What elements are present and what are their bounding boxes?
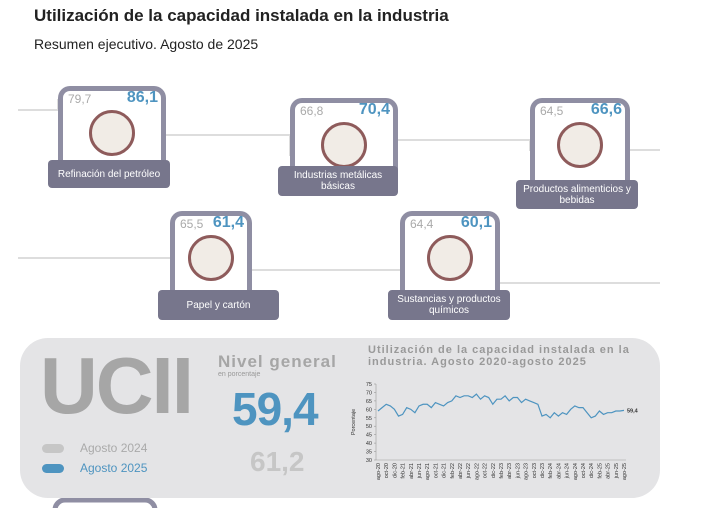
previous-value: 79,7	[68, 92, 92, 106]
y-tick-label: 30	[366, 458, 372, 464]
sector-icon	[89, 110, 135, 156]
legend-label: Agosto 2025	[80, 461, 148, 475]
x-tick-label: dic-20	[392, 463, 398, 478]
y-tick-label: 65	[366, 399, 372, 405]
previous-value: 65,5	[180, 217, 204, 231]
legend-item: Agosto 2024	[42, 441, 147, 455]
x-tick-label: abr-21	[409, 463, 415, 479]
x-tick-label: oct-22	[483, 463, 489, 478]
current-value: 86,1	[126, 89, 158, 106]
subtitle: Resumen ejecutivo. Agosto de 2025	[34, 36, 259, 52]
y-tick-label: 70	[366, 390, 372, 396]
title: Utilización de la capacidad instalada en…	[34, 6, 449, 25]
sector-icon	[321, 122, 367, 168]
previous-value: 61,2	[250, 446, 305, 477]
y-tick-label: 55	[366, 416, 372, 422]
sector-label: Refinación del petróleo	[48, 160, 170, 188]
line-series	[377, 393, 625, 419]
summary-panel	[20, 338, 660, 498]
x-tick-label: ago-24	[573, 463, 579, 480]
x-tick-label: dic-23	[540, 463, 546, 478]
y-tick-label: 45	[366, 433, 372, 439]
current-value: 59,4	[232, 383, 319, 435]
previous-value: 64,5	[540, 104, 564, 118]
x-tick-label: ago-20	[376, 463, 382, 480]
current-value: 66,6	[590, 101, 622, 118]
current-value: 70,4	[358, 101, 390, 118]
y-tick-label: 60	[366, 407, 372, 413]
x-tick-label: oct-23	[532, 463, 538, 478]
sector-label: Productos alimenticios y bebidas	[516, 180, 638, 209]
x-tick-label: ago-23	[524, 463, 530, 480]
y-axis-label: Porcentaje	[351, 409, 357, 435]
x-tick-label: jun-23	[515, 463, 521, 479]
x-tick-label: feb-21	[401, 463, 407, 479]
x-tick-label: jun-21	[417, 463, 423, 479]
x-tick-label: abr-23	[507, 463, 513, 479]
x-tick-label: dic-22	[491, 463, 497, 478]
current-value: 60,1	[460, 214, 492, 231]
sector-icon	[188, 235, 234, 281]
data-label: 59,4	[627, 408, 639, 414]
sector-icon	[427, 235, 473, 281]
sector-icon	[557, 122, 603, 168]
previous-value: 66,8	[300, 104, 324, 118]
x-tick-label: ago-21	[425, 463, 431, 480]
x-tick-label: ago-25	[622, 463, 628, 480]
sector-label: Industrias metálicas básicas	[278, 166, 398, 196]
x-tick-label: feb-22	[450, 463, 456, 479]
sector-label: Papel y cartón	[158, 290, 279, 320]
x-tick-label: oct-20	[384, 463, 390, 478]
legend-swatch	[42, 463, 64, 473]
y-tick-label: 40	[366, 441, 372, 447]
x-tick-label: oct-21	[433, 463, 439, 478]
legend-swatch	[42, 443, 64, 453]
x-tick-label: abr-25	[606, 463, 612, 479]
x-tick-label: abr-24	[556, 463, 562, 479]
legend-item: Agosto 2025	[42, 461, 147, 475]
current-value: 61,4	[212, 214, 244, 231]
chart-title: Utilización de la capacidad instalada en…	[368, 344, 630, 368]
x-tick-label: dic-21	[442, 463, 448, 478]
x-tick-label: jun-25	[614, 463, 620, 479]
y-tick-label: 50	[366, 424, 372, 430]
summary-heading: Nivel general	[218, 352, 337, 371]
x-tick-label: dic-24	[589, 463, 595, 478]
y-tick-label: 75	[366, 382, 372, 388]
summary-unit: en porcentaje	[218, 371, 261, 378]
x-tick-label: oct-24	[581, 463, 587, 478]
y-tick-label: 35	[366, 450, 372, 456]
x-tick-label: feb-23	[499, 463, 505, 479]
x-tick-label: abr-22	[458, 463, 464, 479]
legend-label: Agosto 2024	[80, 441, 148, 455]
sector-label: Sustancias y productos químicos	[388, 290, 510, 320]
x-tick-label: feb-25	[597, 463, 603, 479]
x-tick-label: ago-22	[474, 463, 480, 480]
x-tick-label: feb-24	[548, 463, 554, 479]
acronym: UCII	[40, 341, 194, 430]
x-tick-label: jun-24	[565, 463, 571, 479]
previous-value: 64,4	[410, 217, 434, 231]
card-frame	[290, 98, 398, 170]
x-tick-label: jun-22	[466, 463, 472, 479]
